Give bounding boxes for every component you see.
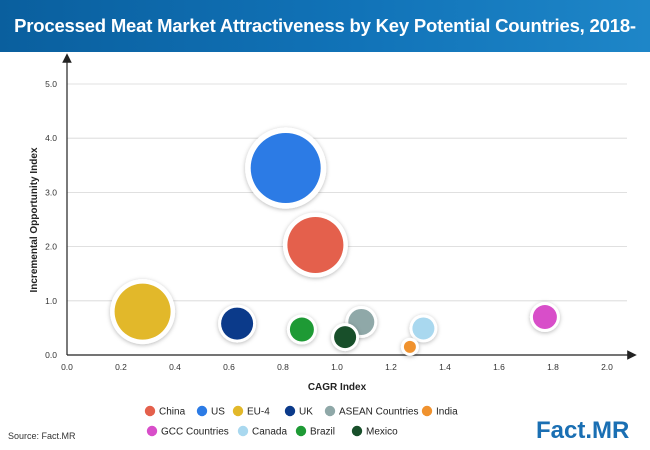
legend-label: Brazil — [310, 427, 335, 438]
legend-marker — [232, 405, 244, 417]
logo-text-mr: MR — [592, 417, 630, 444]
y-tick-label: 2.0 — [45, 242, 57, 252]
x-tick-label: 1.6 — [493, 362, 505, 372]
legend-item-india: India — [421, 405, 458, 418]
y-tick-label: 5.0 — [45, 79, 57, 89]
bubble-india — [400, 337, 419, 356]
chart-title: Processed Meat Market Attractiveness by … — [14, 15, 636, 88]
source-note: Source: Fact.MR — [8, 431, 76, 441]
x-tick-label: 0.4 — [169, 362, 181, 372]
legend-item-china: China — [144, 405, 186, 418]
bubble-brazil — [286, 314, 317, 345]
y-tick-label: 1.0 — [45, 296, 57, 306]
legend-label: Canada — [252, 427, 287, 438]
bubble-uk — [218, 304, 257, 343]
legend-marker — [284, 405, 296, 417]
legend-item-us: US — [196, 405, 225, 418]
legend: China US EU-4 UK ASEAN Countries India GCC Cou… — [144, 405, 458, 438]
bubble-us — [245, 127, 327, 209]
bubble-china — [282, 212, 348, 278]
legend-marker — [351, 425, 363, 437]
logo-text-fact: Fact — [536, 417, 586, 444]
x-tick-label: 0.2 — [115, 362, 127, 372]
x-tick-label: 0.0 — [61, 362, 73, 372]
legend-item-mexico: Mexico — [351, 425, 398, 438]
legend-item-canada: Canada — [237, 425, 287, 438]
legend-marker — [324, 405, 336, 417]
bubble-mexico — [331, 323, 360, 352]
y-axis-label: Incremental Opportunity Index — [29, 147, 40, 292]
x-tick-labels: 0.0 0.2 0.4 0.6 0.8 1.0 1.2 1.4 1.6 1.8 2.0 — [61, 362, 613, 372]
y-tick-labels: 0.0 1.0 2.0 3.0 4.0 5.0 — [45, 79, 57, 360]
bubble-eu-4 — [110, 279, 176, 345]
x-tick-label: 1.2 — [385, 362, 397, 372]
legend-label: UK — [299, 407, 313, 418]
legend-label: EU-4 — [247, 407, 270, 418]
x-tick-label: 2.0 — [601, 362, 613, 372]
legend-item-gcc-countries: GCC Countries — [146, 425, 229, 438]
legend-marker — [146, 425, 158, 437]
y-tick-label: 0.0 — [45, 350, 57, 360]
legend-item-uk: UK — [284, 405, 313, 418]
legend-marker — [196, 405, 208, 417]
legend-item-asean-countries: ASEAN Countries — [324, 405, 418, 418]
legend-label: Mexico — [366, 427, 398, 438]
legend-marker — [144, 405, 156, 417]
y-tick-label: 3.0 — [45, 187, 57, 197]
legend-item-brazil: Brazil — [295, 425, 335, 438]
x-tick-label: 1.0 — [331, 362, 343, 372]
legend-label: ASEAN Countries — [339, 407, 418, 418]
logo-dot: . — [585, 417, 593, 444]
y-tick-label: 4.0 — [45, 133, 57, 143]
bubbles — [110, 127, 560, 356]
factmr-logo: Fact. MR — [536, 416, 629, 446]
legend-label: US — [211, 407, 225, 418]
x-tick-label: 0.6 — [223, 362, 235, 372]
legend-item-eu-4: EU-4 — [232, 405, 270, 418]
legend-marker — [421, 405, 433, 417]
legend-label: India — [436, 407, 458, 418]
bubble-gcc-countries — [529, 302, 560, 333]
legend-label: GCC Countries — [161, 427, 229, 438]
x-tick-label: 1.4 — [439, 362, 451, 372]
title-bar — [0, 0, 650, 52]
legend-marker — [295, 425, 307, 437]
legend-label: China — [159, 407, 186, 418]
x-tick-label: 0.8 — [277, 362, 289, 372]
grid-lines — [67, 83, 627, 302]
x-tick-label: 1.8 — [547, 362, 559, 372]
axes — [62, 53, 637, 360]
bubble-canada — [409, 314, 438, 343]
legend-marker — [237, 425, 249, 437]
x-axis-label: CAGR Index — [308, 382, 367, 393]
